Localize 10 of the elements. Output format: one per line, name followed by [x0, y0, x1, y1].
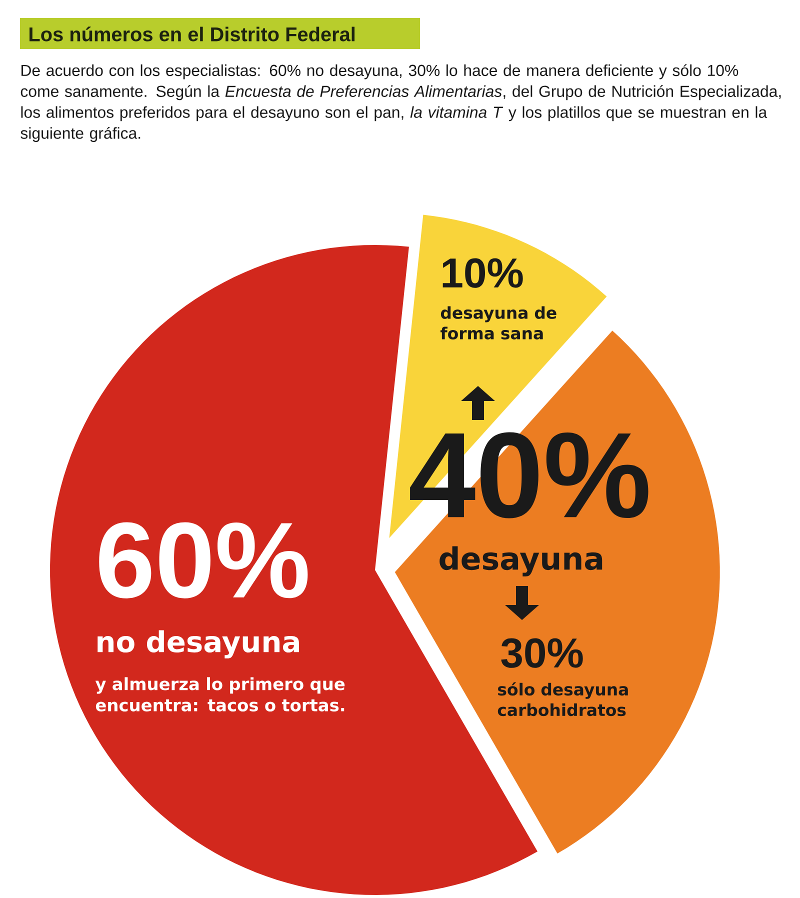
text: De acuerdo con los especialistas: 60% no desayuna, 30% lo hace de manera deficiente y sólo 10% come sanamente. Según la Encuesta de Preferencias Alimentarias, del Grupo de Nutrición Especializada, los alimentos preferidos para el desayuno son el pan, la vitamina T y los platillos que se muestran en la siguiente gráfica. — [20, 64, 781, 142]
data-label: 30% — [501, 638, 583, 668]
slice-label: sólo desayuna carbohidratos — [498, 682, 628, 716]
data-label: 60% — [99, 522, 308, 598]
data-label: 10% — [442, 258, 523, 288]
text: y almuerza lo primero que encuentra: tacos o tortas. — [95, 677, 345, 712]
chart-title: Los números en el Distrito Federal — [30, 26, 355, 42]
slice-label: desayuna de forma sana — [440, 306, 556, 340]
text: desayuna — [440, 546, 602, 576]
slice-label: no desayuna — [98, 630, 299, 658]
